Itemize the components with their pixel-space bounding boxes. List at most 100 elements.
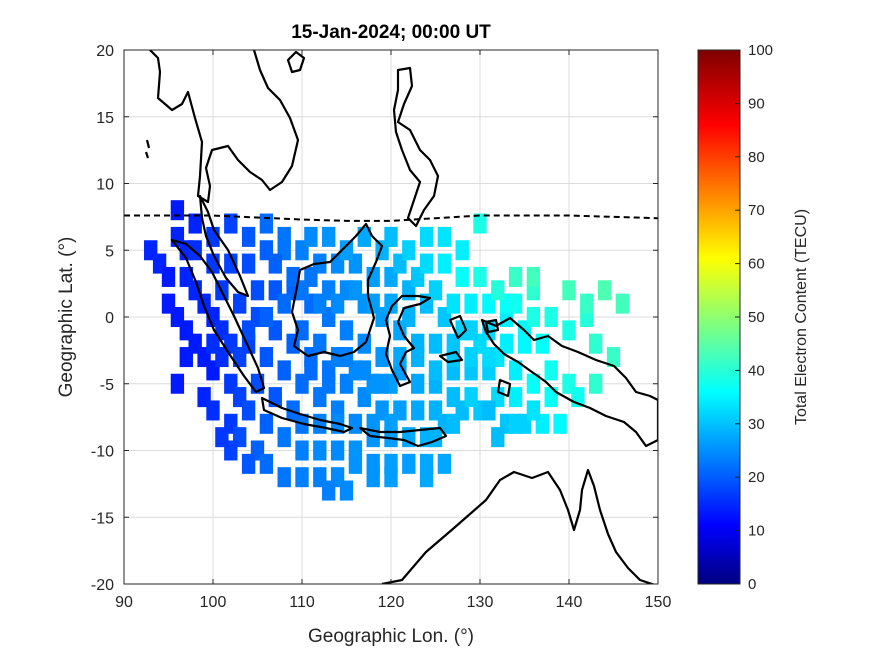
tec-cell	[330, 293, 345, 314]
colorbar-tick-label: 100	[748, 42, 773, 59]
tec-cell	[277, 467, 291, 488]
coastline-sulawesi	[384, 294, 432, 388]
tec-cell	[259, 453, 274, 474]
tec-cell	[544, 306, 558, 328]
tec-cells	[144, 200, 630, 501]
tec-cell	[375, 373, 389, 394]
tec-cell	[508, 293, 523, 314]
tec-cell	[411, 400, 425, 421]
tec-cell	[419, 226, 434, 247]
y-tick-label: -15	[91, 510, 114, 527]
tec-cell	[500, 333, 514, 354]
tec-cell	[428, 427, 443, 448]
tec-cell	[589, 373, 603, 394]
coastline-malay-peninsula	[198, 194, 250, 298]
tec-cell	[428, 280, 443, 301]
tec-cell	[517, 333, 532, 354]
tec-cell	[393, 347, 407, 368]
tec-cell	[348, 440, 363, 461]
y-tick-label: 10	[96, 177, 114, 194]
tec-cell	[464, 293, 478, 314]
tec-cell	[428, 400, 443, 421]
tec-cell	[268, 253, 282, 274]
colorbar-tick-label: 50	[748, 309, 765, 326]
coastline-lesser-sunda	[358, 426, 448, 448]
tec-cell	[259, 413, 274, 434]
tec-cell	[402, 453, 416, 474]
x-tick-label: 120	[378, 594, 405, 611]
tec-cell	[295, 320, 309, 341]
colorbar-ticks: 0 10 20 30 40 50 60 70 80 90 100	[735, 42, 773, 593]
colorbar-tick-label: 20	[748, 469, 765, 486]
tec-cell	[161, 266, 176, 287]
tec-cell	[437, 453, 452, 474]
tec-cell	[295, 467, 309, 488]
tec-cell	[464, 347, 478, 368]
coastline-australia	[381, 468, 656, 584]
tec-cell	[428, 360, 443, 381]
tec-cell	[339, 347, 354, 368]
y-tick-label: 15	[96, 110, 114, 127]
y-tick-label: 20	[96, 43, 114, 60]
tec-cell	[384, 413, 398, 434]
tec-cell	[277, 360, 291, 381]
tec-cell	[437, 253, 452, 274]
tec-cell	[259, 213, 274, 234]
tec-cell	[562, 320, 576, 341]
tec-cell	[241, 226, 256, 247]
x-tick-label: 150	[645, 594, 672, 611]
tec-cell	[464, 387, 478, 408]
tec-cell	[170, 373, 185, 394]
tec-cell	[366, 266, 380, 287]
tec-cell	[544, 360, 558, 381]
tec-cell	[482, 400, 496, 421]
tec-cell	[357, 360, 371, 381]
tec-cell	[366, 467, 380, 488]
tec-cell	[464, 320, 478, 341]
tec-cell	[455, 266, 469, 287]
tec-cell	[348, 413, 363, 434]
colorbar-tick-label: 30	[748, 416, 765, 433]
tec-cell	[170, 200, 185, 221]
tec-cell	[224, 213, 238, 234]
tec-cell	[233, 347, 247, 368]
tec-cell	[277, 226, 291, 247]
colorbar-tick-label: 70	[748, 202, 765, 219]
tec-cell	[526, 373, 541, 394]
tec-cell	[473, 266, 487, 287]
colorbar-tick-label: 10	[748, 523, 765, 540]
tec-cell	[446, 293, 460, 314]
colorbar-tick-label: 60	[748, 256, 765, 273]
tec-cell	[384, 293, 398, 314]
tec-cell	[508, 413, 523, 434]
y-tick-label: -10	[91, 444, 114, 461]
tec-cell	[508, 387, 523, 408]
y-tick-label: 5	[105, 243, 114, 260]
tec-cell	[437, 226, 452, 247]
tec-cell	[419, 253, 434, 274]
tec-cell	[179, 347, 193, 368]
tec-cell	[215, 427, 229, 448]
coastline-maluku	[438, 314, 512, 398]
tec-cell	[339, 240, 354, 261]
y-tick-label: -5	[100, 377, 114, 394]
tec-cell	[526, 400, 541, 421]
tec-cell	[428, 333, 443, 354]
tec-cell	[411, 347, 425, 368]
tec-cell	[366, 293, 380, 314]
tec-cell	[241, 320, 256, 341]
tec-cell	[473, 213, 487, 234]
tec-cell	[482, 347, 496, 368]
tec-cell	[241, 400, 256, 421]
tec-cell	[233, 293, 247, 314]
tec-cell	[348, 280, 363, 301]
magnetic-equator-line	[124, 214, 658, 222]
y-tick-label: -20	[91, 577, 114, 594]
x-axis-label: Geographic Lon. (°)	[308, 626, 474, 647]
tec-cell	[339, 320, 354, 341]
tec-cell	[384, 467, 398, 488]
tec-cell	[562, 280, 576, 301]
tec-cell	[241, 453, 256, 474]
y-axis-label: Geographic Lat. (°)	[56, 237, 77, 398]
